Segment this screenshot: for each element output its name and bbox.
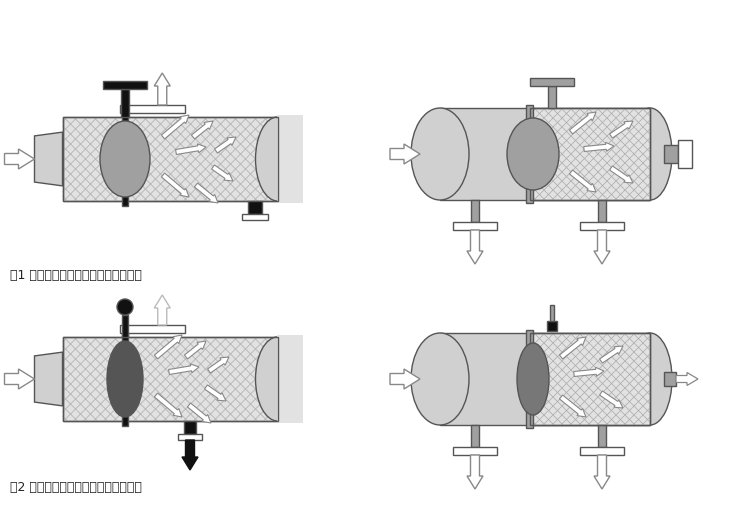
Polygon shape	[185, 341, 206, 359]
Polygon shape	[34, 132, 62, 186]
Bar	[121, 89, 129, 117]
Polygon shape	[182, 440, 198, 470]
Bar	[241, 214, 268, 220]
Bar	[62, 337, 278, 421]
Ellipse shape	[507, 118, 559, 190]
Bar	[178, 434, 202, 440]
Polygon shape	[467, 455, 483, 489]
Polygon shape	[154, 73, 170, 105]
Ellipse shape	[255, 117, 300, 201]
Bar	[471, 200, 479, 222]
Bar	[248, 201, 261, 214]
Bar	[120, 105, 185, 113]
Bar	[530, 108, 650, 200]
Polygon shape	[154, 393, 182, 417]
Polygon shape	[4, 149, 34, 169]
Polygon shape	[154, 295, 170, 325]
Bar	[664, 372, 676, 386]
Bar	[530, 333, 650, 425]
Bar	[184, 421, 196, 434]
Bar	[122, 332, 128, 426]
Polygon shape	[211, 165, 233, 181]
Bar	[580, 447, 624, 455]
Bar	[440, 108, 650, 200]
Bar	[62, 117, 278, 201]
Bar	[471, 425, 479, 447]
Ellipse shape	[517, 343, 549, 415]
Polygon shape	[559, 337, 586, 359]
Text: 图1 正常过滤状态（水流导向阀开启）: 图1 正常过滤状态（水流导向阀开启）	[10, 269, 142, 282]
Polygon shape	[574, 367, 604, 377]
Polygon shape	[168, 364, 199, 375]
Bar	[122, 315, 128, 337]
Bar	[530, 78, 574, 86]
Polygon shape	[467, 230, 483, 264]
Polygon shape	[194, 183, 218, 203]
Polygon shape	[610, 121, 633, 138]
Polygon shape	[176, 144, 206, 154]
Polygon shape	[191, 121, 213, 139]
Bar	[526, 105, 533, 203]
Polygon shape	[610, 166, 633, 183]
Ellipse shape	[628, 333, 672, 425]
Bar	[664, 145, 678, 163]
Polygon shape	[162, 173, 189, 197]
Polygon shape	[214, 137, 236, 153]
Bar	[547, 321, 557, 331]
Text: 图2 反洗排污状态（水流导向阀关闭）: 图2 反洗排污状态（水流导向阀关闭）	[10, 481, 142, 494]
Bar	[277, 335, 303, 423]
Bar	[120, 325, 185, 333]
Polygon shape	[569, 170, 596, 192]
Polygon shape	[594, 230, 610, 264]
Polygon shape	[34, 352, 62, 406]
Ellipse shape	[255, 337, 300, 421]
Bar	[678, 140, 692, 168]
Polygon shape	[559, 395, 586, 417]
Bar	[122, 112, 128, 206]
Bar	[103, 81, 147, 89]
Polygon shape	[390, 144, 420, 164]
Polygon shape	[600, 346, 623, 363]
Ellipse shape	[628, 108, 672, 200]
Bar	[598, 425, 606, 447]
Bar	[598, 200, 606, 222]
Ellipse shape	[411, 333, 469, 425]
Bar	[580, 222, 624, 230]
Bar	[526, 330, 533, 428]
Bar	[550, 305, 554, 321]
Bar	[548, 86, 556, 108]
Bar	[62, 337, 278, 421]
Bar	[277, 115, 303, 203]
Bar	[530, 108, 650, 200]
Ellipse shape	[107, 341, 143, 417]
Polygon shape	[154, 335, 182, 359]
Polygon shape	[584, 142, 614, 151]
Polygon shape	[162, 115, 189, 139]
Bar	[453, 447, 497, 455]
Polygon shape	[4, 369, 34, 389]
Ellipse shape	[411, 108, 469, 200]
Polygon shape	[594, 455, 610, 489]
Ellipse shape	[100, 121, 150, 197]
Polygon shape	[188, 403, 211, 423]
Polygon shape	[600, 391, 623, 408]
Bar	[530, 333, 650, 425]
Polygon shape	[676, 372, 698, 386]
Polygon shape	[390, 369, 420, 389]
Polygon shape	[205, 385, 226, 401]
Bar	[453, 222, 497, 230]
Circle shape	[117, 299, 133, 315]
Polygon shape	[208, 357, 229, 373]
Bar	[440, 333, 650, 425]
Polygon shape	[569, 112, 596, 134]
Bar	[62, 117, 278, 201]
